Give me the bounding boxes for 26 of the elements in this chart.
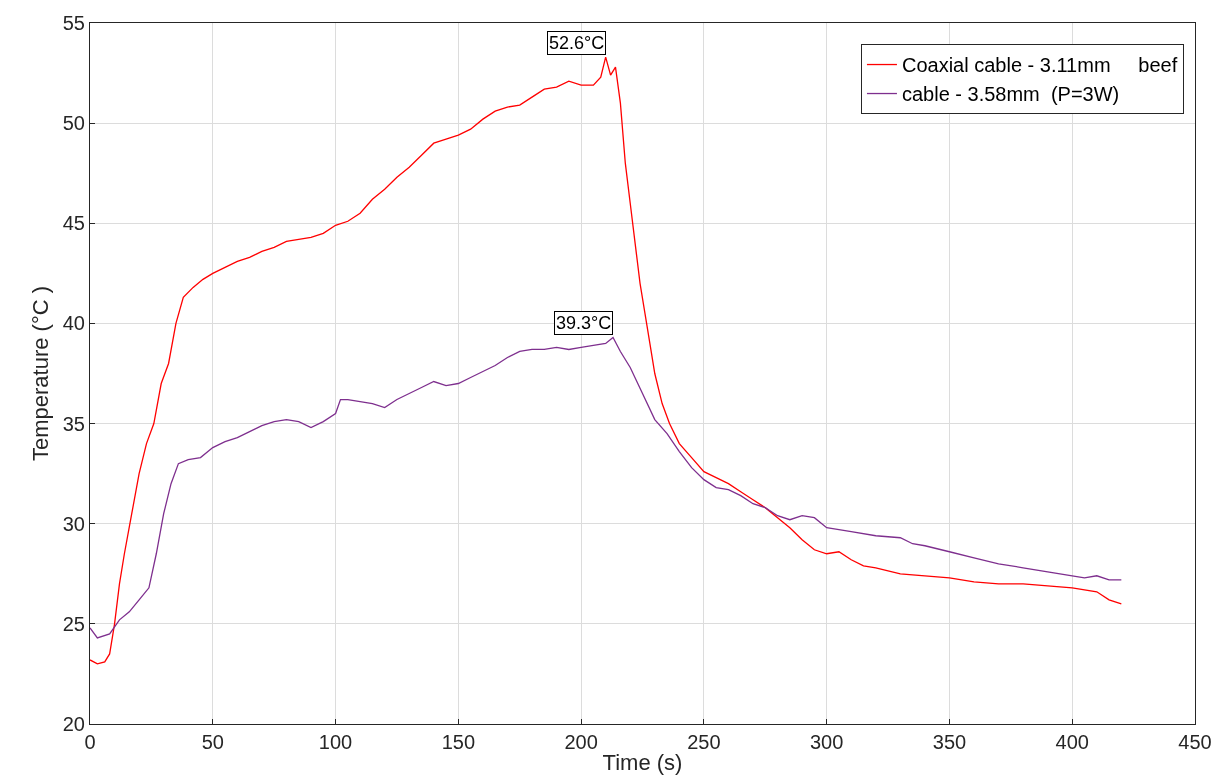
x-tick-label: 250 [687, 731, 721, 753]
line-series [90, 336, 1122, 639]
line-series [90, 56, 1122, 665]
y-tick-label: 40 [62, 312, 85, 335]
y-tick-label: 20 [62, 713, 85, 735]
x-tick-label: 300 [809, 731, 844, 753]
annotation: 52.6°C [549, 33, 605, 53]
x-tick-label: 100 [318, 731, 353, 753]
x-tick-label: 200 [564, 731, 598, 753]
x-tick-label: 450 [1178, 731, 1212, 753]
y-tick-label: 45 [62, 212, 85, 235]
x-tick-label: 0 [84, 731, 96, 753]
x-tick-label: 350 [932, 731, 967, 753]
y-tick-label: 55 [62, 12, 85, 34]
x-tick-label: 50 [201, 731, 224, 753]
y-axis-title: Temperature (°C ) [27, 285, 53, 462]
x-tick-label: 400 [1055, 731, 1089, 753]
legend-label: Coaxial cable - 3.11mm beef [901, 54, 1178, 77]
y-tick-label: 50 [62, 112, 85, 135]
annotation: 39.3°C [556, 313, 612, 333]
x-axis-title: Time (s) [602, 749, 683, 775]
x-tick-label: 150 [441, 731, 476, 753]
y-tick-label: 25 [62, 612, 85, 635]
legend-label: cable - 3.58mm (P=3W) [901, 83, 1120, 106]
y-tick-label: 30 [62, 512, 85, 535]
y-tick-label: 35 [62, 412, 85, 435]
